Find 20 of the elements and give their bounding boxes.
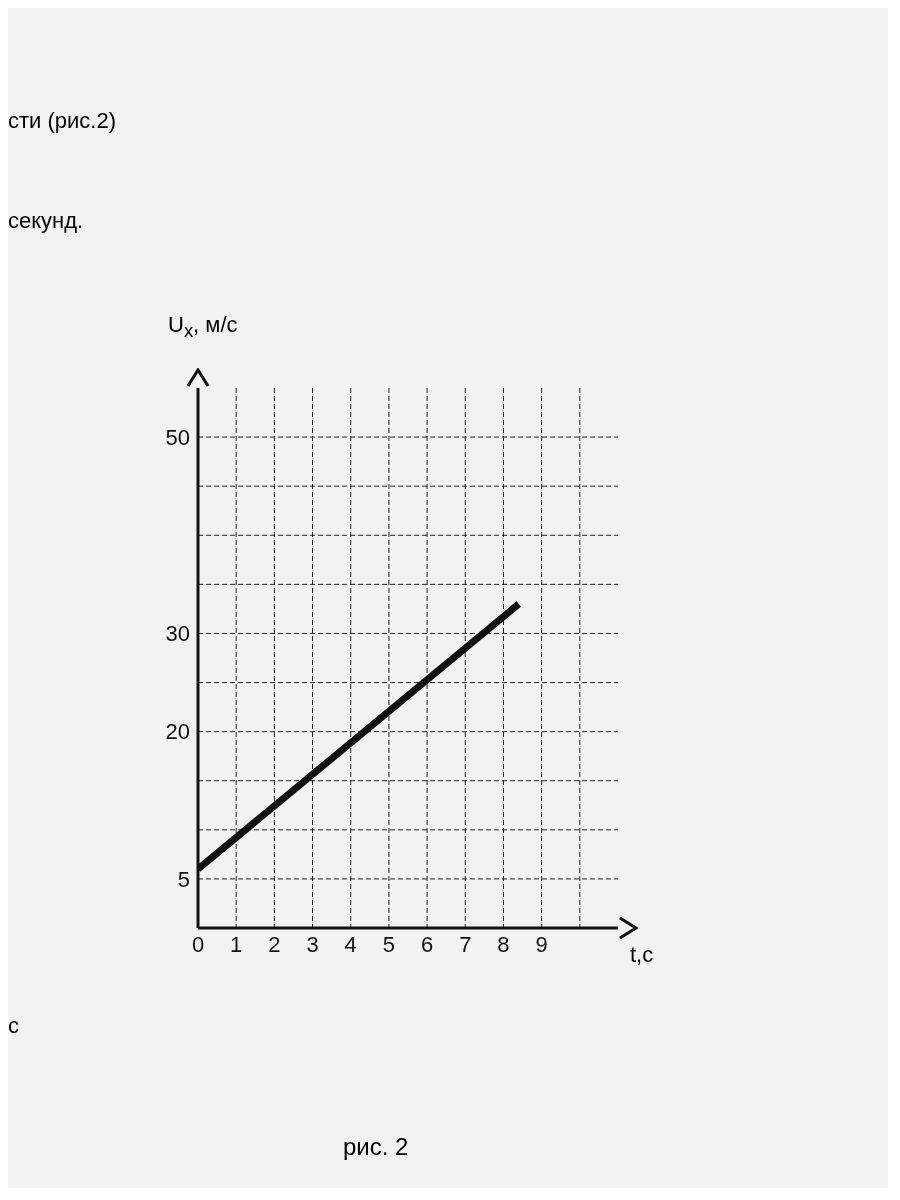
text: с (8, 1013, 19, 1039)
text: сти (рис.2) (8, 108, 117, 134)
x-tick-label: 7 (459, 931, 472, 957)
x-tick-label: 5 (382, 931, 396, 957)
x-tick-label: 4 (344, 931, 357, 957)
text: рис. 2 (343, 1133, 409, 1161)
x-axis-title: t,с (630, 942, 654, 968)
x-tick-label: 8 (497, 931, 510, 957)
y-tick-label: 50 (165, 424, 190, 450)
y-tick-label: 20 (165, 719, 190, 745)
x-tick-label: 2 (268, 931, 281, 957)
y-tick-label: 30 (165, 621, 190, 647)
x-tick-label: 3 (306, 931, 319, 957)
x-tick-label: 9 (535, 931, 548, 957)
y-axis-title: U$_{x}$, м/с (168, 312, 238, 343)
text: секунд. (8, 208, 84, 234)
x-tick-label: 0 (191, 931, 205, 957)
x-tick-label: 1 (230, 931, 243, 957)
y-tick-label: 5 (177, 866, 190, 892)
x-tick-label: 6 (420, 931, 434, 957)
